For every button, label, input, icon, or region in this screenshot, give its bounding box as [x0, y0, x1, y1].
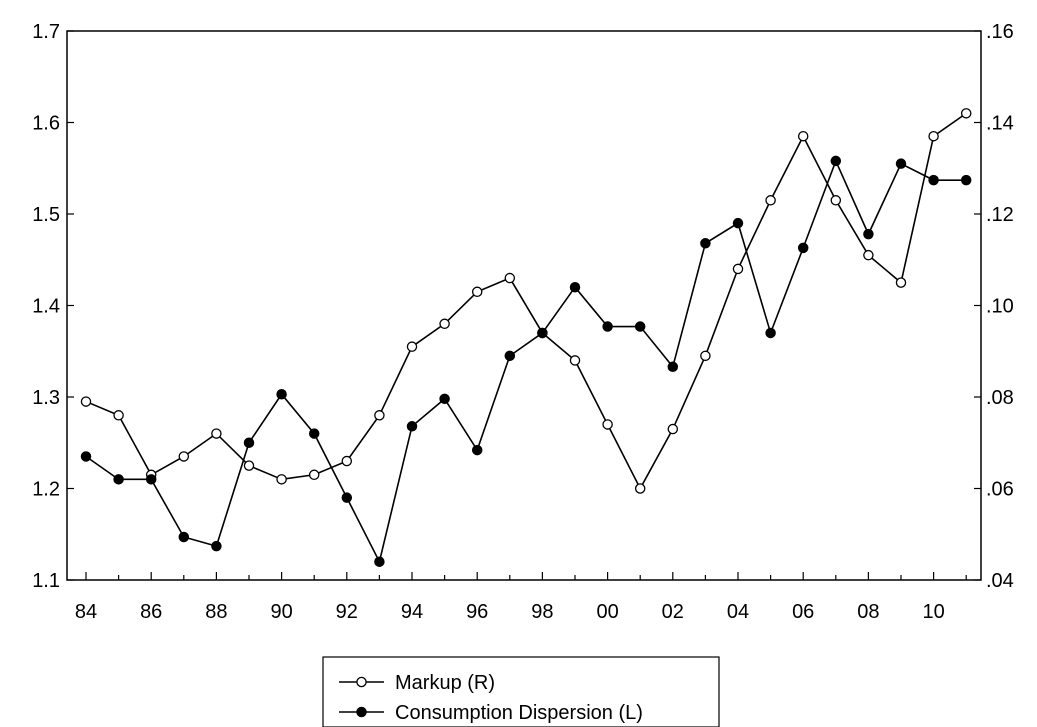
dispersion-point: [374, 556, 385, 567]
markup-point: [276, 474, 287, 485]
x-axis-tick-label: 92: [336, 601, 358, 623]
markup-point: [178, 451, 190, 462]
markup-point: [928, 130, 939, 142]
left-axis-tick-label: 1.4: [32, 296, 60, 318]
dispersion-point: [178, 531, 190, 543]
dispersion-point: [765, 327, 776, 339]
legend-label: Consumption Dispersion (L): [395, 702, 643, 724]
series-markup: [80, 108, 972, 494]
markup-point: [602, 419, 613, 430]
dispersion-point: [634, 321, 646, 332]
x-axis-tick-label: 86: [140, 601, 162, 623]
right-axis-tick-label: .14: [986, 113, 1014, 135]
dispersion-point: [80, 451, 92, 462]
legend: Markup (R) Consumption Dispersion (L): [322, 656, 720, 727]
right-axis-tick-label: .10: [986, 296, 1014, 318]
markup-point: [830, 195, 842, 206]
left-axis-tick-label: 1.7: [32, 21, 60, 43]
dispersion-point: [406, 421, 418, 432]
dispersion-point: [863, 228, 874, 240]
left-axis-tick-label: 1.5: [32, 204, 60, 226]
dispersion-point: [797, 242, 809, 254]
x-axis-tick-label: 08: [857, 601, 879, 623]
left-axis-tick-label: 1.3: [32, 387, 60, 409]
x-axis-tick-label: 06: [792, 601, 814, 623]
dispersion-point: [895, 158, 907, 169]
dispersion-point: [341, 492, 353, 503]
markup-point: [569, 355, 581, 366]
x-axis-tick-label: 90: [270, 601, 292, 623]
markup-point: [863, 249, 874, 261]
dispersion-point: [276, 389, 287, 400]
legend-marker: [356, 676, 367, 688]
x-axis-tick-label: 94: [401, 601, 423, 623]
markup-point: [732, 263, 744, 275]
dispersion-point: [960, 174, 972, 186]
x-axis-tick-label: 96: [466, 601, 488, 623]
markup-point: [634, 483, 646, 494]
right-axis-tick-label: .16: [986, 21, 1014, 43]
dispersion-point: [471, 444, 483, 456]
dispersion-point: [700, 238, 711, 249]
dispersion-point: [308, 428, 320, 439]
x-axis-tick-label: 04: [727, 601, 749, 623]
x-axis-tick-label: 98: [531, 601, 553, 623]
axis-layer: 1.1 1.2 1.3 1.4 1.5 1.6 1.7 .04 .06 .08 .10 .12 .14.…: [32, 21, 1014, 623]
right-axis-tick-label: .06: [986, 479, 1014, 501]
x-axis-tick-label: 10: [922, 601, 944, 623]
markup-point: [80, 396, 92, 407]
dispersion-point: [928, 174, 939, 186]
markup-point: [895, 277, 907, 288]
markup-point: [243, 460, 255, 471]
left-axis-tick-label: 1.1: [32, 570, 60, 592]
right-axis-tick-label: .04: [986, 570, 1014, 592]
dispersion-point: [211, 540, 222, 552]
legend-box: [322, 656, 720, 727]
x-axis-tick-label: 00: [596, 601, 618, 623]
markup-point: [439, 318, 450, 330]
dispersion-point: [504, 350, 516, 362]
markup-point: [765, 195, 776, 206]
left-axis-tick-label: 1.6: [32, 113, 60, 135]
markup-point: [797, 130, 809, 142]
markup-point: [341, 455, 353, 467]
left-axis-tick-label: 1.2: [32, 479, 60, 501]
series-consumption-dispersion: [80, 155, 972, 567]
x-axis-tick-label: 02: [662, 601, 684, 623]
series-line: [85, 158, 967, 564]
markup-point: [471, 286, 483, 298]
right-axis-tick-label: .12: [986, 204, 1014, 226]
markup-point: [700, 350, 711, 362]
markup-point: [667, 423, 679, 435]
dispersion-point: [243, 437, 255, 448]
x-axis-tick-label: 88: [205, 601, 227, 623]
plot-frame: [66, 30, 982, 581]
markup-point: [504, 272, 516, 284]
markup-point: [113, 410, 124, 421]
markup-point: [406, 341, 418, 352]
legend-marker: [356, 706, 367, 718]
dispersion-point: [145, 474, 157, 485]
markup-point: [211, 428, 222, 439]
dispersion-point: [830, 155, 842, 167]
dispersion-point: [667, 361, 679, 373]
dispersion-point: [602, 321, 613, 332]
series-layer: [80, 108, 972, 567]
dispersion-point: [732, 217, 744, 229]
markup-point: [960, 108, 972, 119]
markup-point: [374, 410, 385, 421]
dispersion-point: [439, 393, 450, 405]
markup-point: [308, 469, 320, 481]
series-line: [85, 112, 967, 491]
right-axis-tick-label: .08: [986, 387, 1014, 409]
dispersion-point: [113, 474, 124, 485]
dispersion-point: [569, 281, 581, 293]
dispersion-point: [537, 327, 548, 339]
x-axis-tick-label: 84: [75, 601, 97, 623]
legend-label: Markup (R): [395, 672, 495, 694]
